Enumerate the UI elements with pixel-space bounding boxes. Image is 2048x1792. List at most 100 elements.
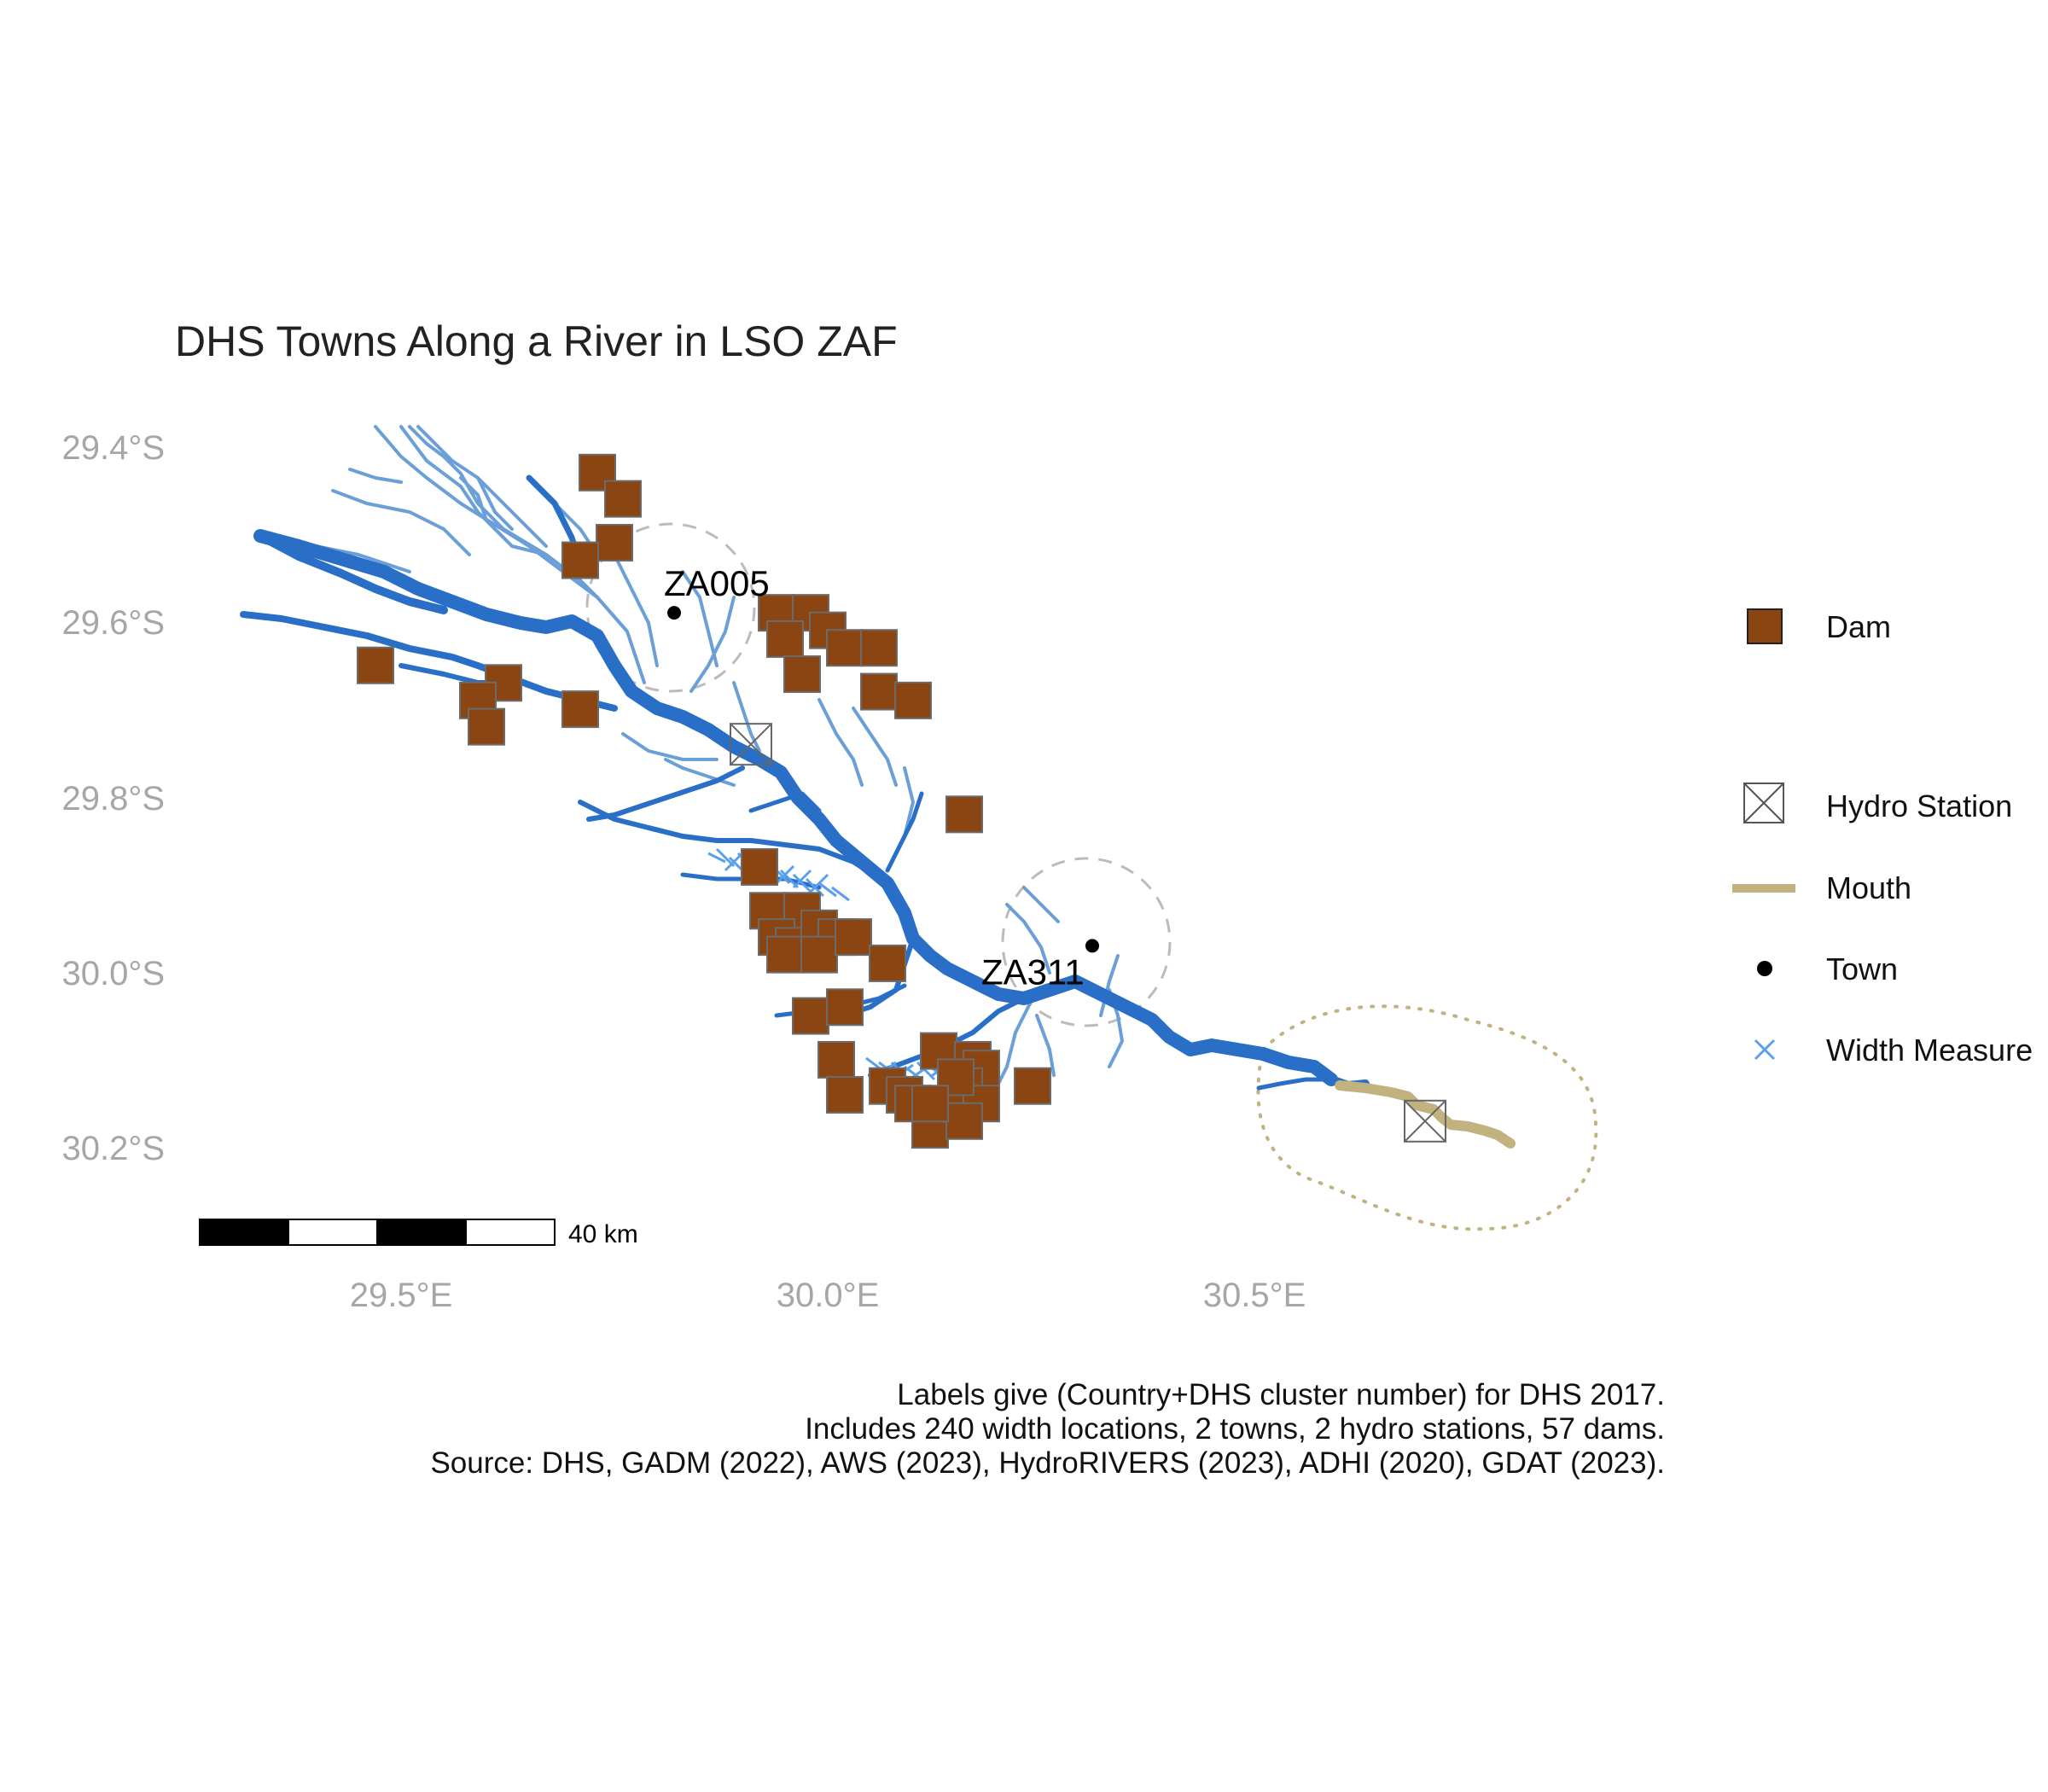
tributary bbox=[1022, 886, 1060, 923]
tributary bbox=[314, 544, 411, 573]
hydro-station-icon bbox=[1743, 783, 1784, 823]
y-tick-label: 30.2°S bbox=[61, 1130, 165, 1167]
caption-line: Source: DHS, GADM (2022), AWS (2023), Hy… bbox=[430, 1446, 1665, 1480]
y-tick-label: 30.0°S bbox=[61, 955, 165, 992]
major-tributary bbox=[885, 791, 924, 873]
x-axis-labels: 29.5°E 30.0°E 30.5°E bbox=[350, 1277, 1306, 1314]
town-buffer-za311 bbox=[1001, 857, 1172, 1027]
scale-bar: 40 km bbox=[199, 1219, 638, 1248]
dam-marker bbox=[826, 988, 864, 1027]
town-label: ZA311 bbox=[981, 951, 1085, 992]
y-axis-labels: 29.4°S 29.6°S 29.8°S 30.0°S 30.2°S bbox=[61, 429, 165, 1167]
tributary bbox=[817, 698, 864, 787]
dam-marker bbox=[741, 847, 778, 886]
dam-marker bbox=[826, 629, 864, 667]
dams-layer bbox=[357, 453, 1051, 1149]
dam-marker bbox=[561, 541, 599, 579]
town-label: ZA005 bbox=[664, 563, 770, 603]
rivers bbox=[240, 474, 1370, 1091]
caption: Labels give (Country+DHS cluster number)… bbox=[430, 1378, 1665, 1480]
legend-label: Town bbox=[1826, 951, 1898, 986]
dam-marker bbox=[468, 707, 505, 746]
tributary bbox=[1035, 1014, 1056, 1077]
dam-marker bbox=[894, 681, 932, 719]
tributary bbox=[621, 732, 719, 761]
dam-marker bbox=[945, 795, 983, 834]
tributary bbox=[331, 489, 471, 556]
dam-marker bbox=[561, 690, 599, 729]
town-buffer-za005 bbox=[585, 522, 756, 693]
river-mouth bbox=[1335, 1080, 1516, 1149]
tributary bbox=[399, 425, 548, 556]
tributary bbox=[689, 596, 736, 693]
scale-bar-segment bbox=[288, 1219, 378, 1246]
dam-marker bbox=[860, 629, 898, 667]
scale-bar-segment bbox=[199, 1219, 289, 1246]
legend-item-hydro-station: Hydro Station bbox=[1743, 783, 2012, 823]
hydro-station-marker bbox=[730, 723, 772, 766]
legend-label: Width Measure bbox=[1826, 1033, 2033, 1068]
dam-marker bbox=[817, 1040, 855, 1079]
tributary bbox=[1005, 903, 1051, 975]
dam-marker bbox=[604, 480, 642, 518]
x-tick-label: 30.5°E bbox=[1203, 1277, 1306, 1314]
legend-label: Dam bbox=[1826, 609, 1891, 644]
town-icon bbox=[1757, 961, 1772, 976]
scale-bar-segment bbox=[465, 1219, 556, 1246]
town-marker bbox=[1085, 939, 1099, 953]
dam-marker bbox=[911, 1085, 949, 1123]
width-measure-icon bbox=[1754, 1039, 1776, 1061]
tributary bbox=[476, 476, 514, 531]
dam-marker bbox=[835, 918, 872, 957]
tributary bbox=[348, 468, 403, 484]
major-tributary bbox=[586, 765, 745, 822]
major-tributary bbox=[748, 791, 822, 813]
dam-marker bbox=[783, 655, 821, 694]
tributary bbox=[732, 681, 761, 753]
buffer-zones bbox=[585, 522, 1598, 1231]
dam-marker bbox=[596, 523, 633, 561]
dam-marker bbox=[860, 672, 898, 711]
legend-item-mouth: Mouth bbox=[1732, 870, 1911, 905]
x-tick-label: 29.5°E bbox=[350, 1277, 453, 1314]
y-tick-label: 29.6°S bbox=[61, 604, 165, 642]
y-tick-label: 29.8°S bbox=[61, 780, 165, 817]
legend-item-dam: Dam bbox=[1747, 608, 1891, 644]
main-river bbox=[253, 529, 1338, 1086]
legend-label: Mouth bbox=[1826, 870, 1911, 905]
town-marker bbox=[667, 606, 681, 620]
hydro-stations-layer bbox=[730, 723, 1446, 1143]
tributary bbox=[997, 997, 1034, 1085]
dam-marker bbox=[766, 620, 804, 658]
tributary bbox=[903, 766, 915, 838]
legend-item-width-measure: Width Measure bbox=[1754, 1033, 2033, 1068]
caption-line: Includes 240 width locations, 2 towns, 2… bbox=[805, 1412, 1665, 1446]
dam-marker bbox=[800, 935, 838, 974]
y-tick-label: 29.4°S bbox=[61, 429, 165, 467]
tributary bbox=[852, 707, 898, 787]
major-tributary bbox=[256, 532, 448, 614]
scale-bar-segment bbox=[376, 1219, 467, 1246]
legend: Dam Hydro Station Mouth Town Width Measu… bbox=[1732, 608, 2033, 1068]
dam-marker bbox=[869, 944, 906, 982]
towns-layer: ZA005 ZA311 bbox=[664, 563, 1099, 992]
dam-marker bbox=[357, 646, 394, 684]
major-tributary bbox=[1256, 1077, 1334, 1091]
dam-marker bbox=[937, 1058, 975, 1097]
major-tributary bbox=[240, 611, 618, 712]
dam-marker bbox=[766, 935, 804, 974]
legend-label: Hydro Station bbox=[1826, 788, 2012, 823]
dam-marker bbox=[945, 1102, 983, 1140]
tributary bbox=[459, 476, 505, 539]
map-title: DHS Towns Along a River in LSO ZAF bbox=[175, 317, 898, 365]
tributary bbox=[613, 553, 659, 667]
dam-marker bbox=[1014, 1067, 1051, 1105]
caption-line: Labels give (Country+DHS cluster number)… bbox=[897, 1378, 1665, 1411]
tributary bbox=[1099, 954, 1120, 1017]
dam-marker bbox=[792, 997, 829, 1035]
tributary bbox=[664, 758, 736, 787]
scale-bar-label: 40 km bbox=[568, 1220, 638, 1248]
mouth-buffer bbox=[1256, 1004, 1598, 1231]
dam-icon bbox=[1747, 608, 1783, 644]
